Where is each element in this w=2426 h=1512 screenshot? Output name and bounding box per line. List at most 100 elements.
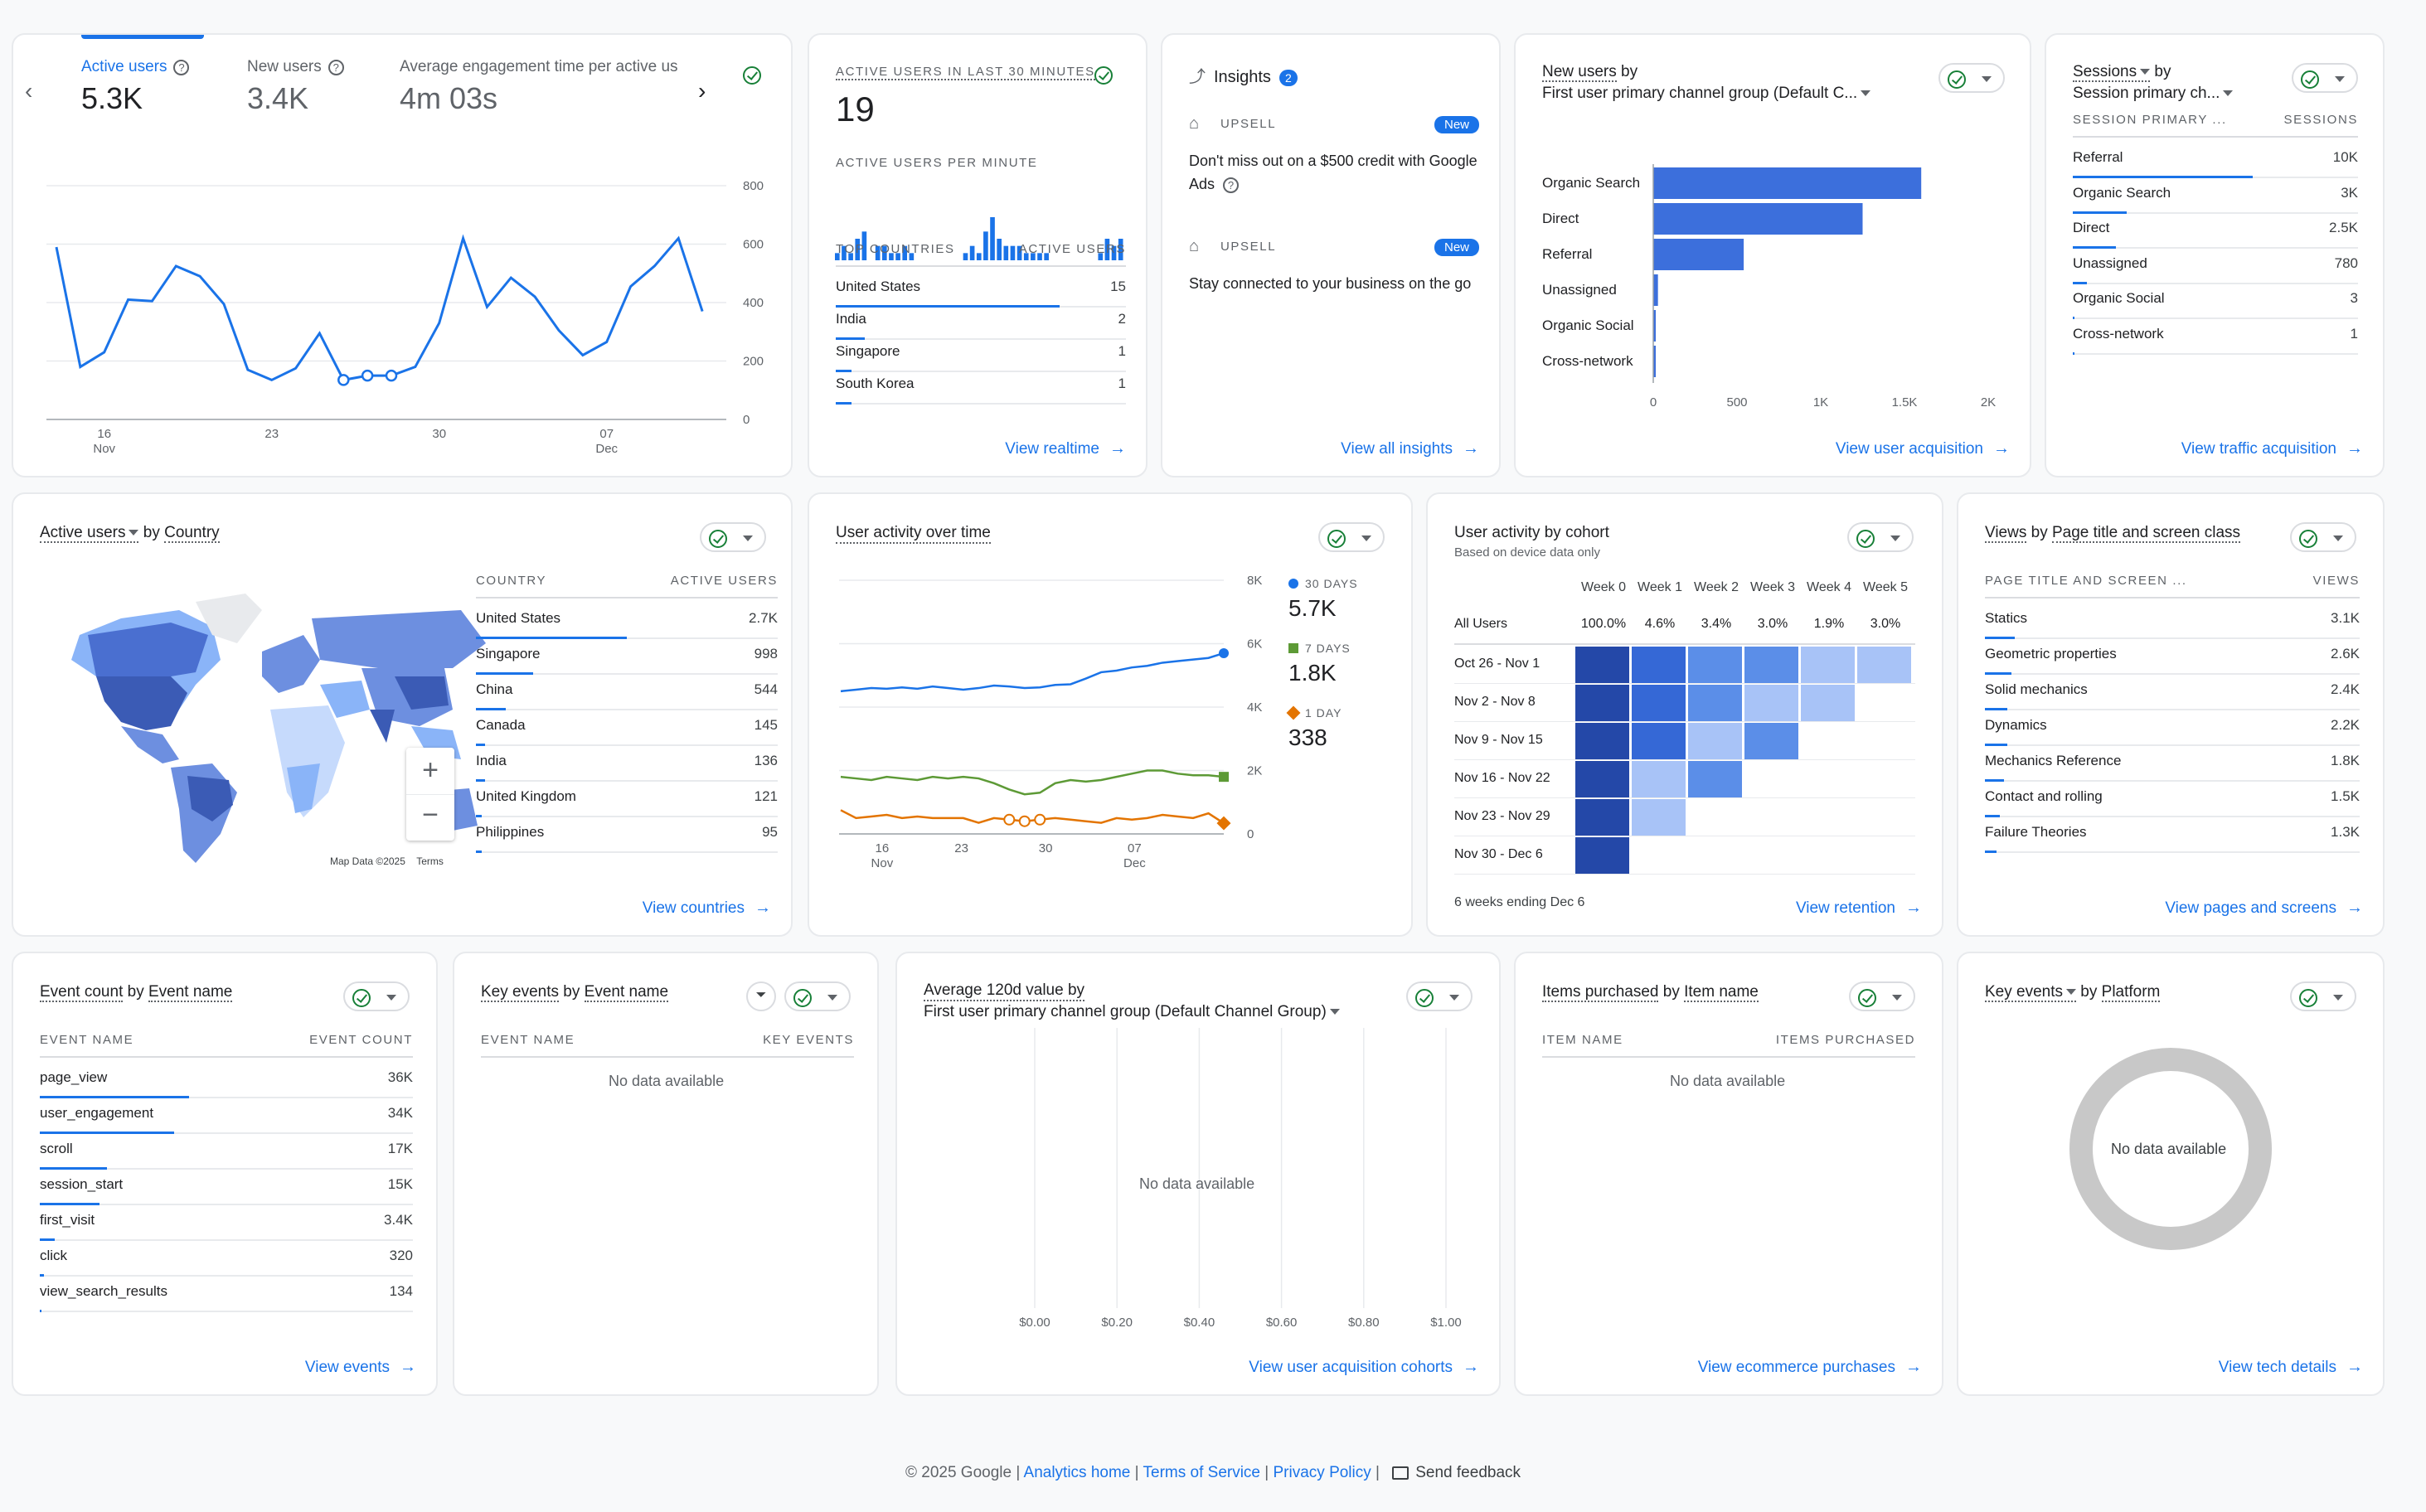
map-terms-link[interactable]: Terms bbox=[416, 855, 444, 867]
avg-value-title[interactable]: Average 120d value by bbox=[924, 981, 1085, 1001]
view-insights-link[interactable]: View all insights → bbox=[1341, 439, 1479, 458]
dimension-selector[interactable]: First user primary channel group (Defaul… bbox=[924, 1003, 1340, 1021]
view-cohorts-link[interactable]: View user acquisition cohorts → bbox=[1249, 1358, 1479, 1377]
check-icon[interactable] bbox=[743, 66, 761, 85]
view-events-link[interactable]: View events → bbox=[305, 1358, 416, 1377]
cohort-cell[interactable] bbox=[1744, 723, 1798, 759]
table-row[interactable]: China 544 bbox=[476, 675, 778, 710]
table-row[interactable]: Statics 3.1K bbox=[1985, 603, 2360, 639]
view-realtime-link[interactable]: View realtime → bbox=[1005, 439, 1126, 458]
table-row[interactable]: Cross-network 1 bbox=[2073, 319, 2358, 355]
check-dropdown[interactable] bbox=[2290, 522, 2356, 552]
dimension-selector[interactable]: Country bbox=[164, 524, 220, 543]
table-row[interactable]: Geometric properties 2.6K bbox=[1985, 639, 2360, 675]
table-row[interactable]: click 320 bbox=[40, 1241, 413, 1277]
table-row[interactable]: session_start 15K bbox=[40, 1170, 413, 1205]
view-tech-details-link[interactable]: View tech details → bbox=[2219, 1358, 2363, 1377]
view-user-acquisition-link[interactable]: View user acquisition → bbox=[1836, 439, 2010, 458]
check-dropdown[interactable] bbox=[2292, 63, 2358, 93]
check-dropdown[interactable] bbox=[2290, 981, 2356, 1011]
activity-title[interactable]: User activity over time bbox=[836, 524, 991, 544]
check-dropdown[interactable] bbox=[784, 981, 851, 1011]
prev-arrow-icon[interactable]: ‹ bbox=[25, 78, 33, 104]
table-row[interactable]: user_engagement 34K bbox=[40, 1098, 413, 1134]
cohort-cell[interactable] bbox=[1632, 723, 1686, 759]
next-arrow-icon[interactable]: › bbox=[698, 78, 706, 104]
table-row[interactable]: India 136 bbox=[476, 746, 778, 782]
table-row[interactable]: Organic Search 3K bbox=[2073, 178, 2358, 214]
view-traffic-acquisition-link[interactable]: View traffic acquisition → bbox=[2181, 439, 2363, 458]
cohort-cell[interactable] bbox=[1688, 723, 1742, 759]
table-row[interactable]: Solid mechanics 2.4K bbox=[1985, 675, 2360, 710]
metric-selector[interactable]: Key events bbox=[481, 983, 559, 1002]
table-row[interactable]: Failure Theories 1.3K bbox=[1985, 817, 2360, 853]
table-row[interactable]: United States 15 bbox=[836, 272, 1126, 308]
dimension-selector[interactable]: Page title and screen class bbox=[2051, 524, 2241, 543]
cohort-cell[interactable] bbox=[1575, 761, 1629, 797]
terms-link[interactable]: Terms of Service bbox=[1143, 1464, 1260, 1481]
analytics-home-link[interactable]: Analytics home bbox=[1023, 1464, 1131, 1481]
dimension-selector[interactable]: Event name bbox=[148, 983, 233, 1002]
table-row[interactable]: view_search_results 134 bbox=[40, 1277, 413, 1312]
cohort-cell[interactable] bbox=[1801, 647, 1855, 683]
table-row[interactable]: United States 2.7K bbox=[476, 603, 778, 639]
zoom-out-button[interactable]: − bbox=[406, 794, 454, 841]
metric-selector[interactable]: Sessions bbox=[2073, 63, 2151, 82]
metric-selector[interactable]: Active users bbox=[40, 524, 139, 543]
table-row[interactable]: India 2 bbox=[836, 304, 1126, 340]
table-row[interactable]: scroll 17K bbox=[40, 1134, 413, 1170]
cohort-cell[interactable] bbox=[1744, 647, 1798, 683]
metric-selector[interactable]: Items purchased bbox=[1542, 983, 1659, 1002]
view-retention-link[interactable]: View retention → bbox=[1796, 899, 1922, 918]
insight-item[interactable]: ⌂ UPSELL New Don't miss out on a $500 cr… bbox=[1189, 114, 1479, 196]
view-ecommerce-link[interactable]: View ecommerce purchases → bbox=[1698, 1358, 1922, 1377]
cohort-cell[interactable] bbox=[1575, 647, 1629, 683]
table-row[interactable]: South Korea 1 bbox=[836, 369, 1126, 405]
table-row[interactable]: Referral 10K bbox=[2073, 143, 2358, 178]
view-countries-link[interactable]: View countries → bbox=[643, 899, 771, 918]
dimension-selector[interactable]: Platform bbox=[2101, 983, 2161, 1002]
check-dropdown[interactable] bbox=[1847, 522, 1914, 552]
cohort-cell[interactable] bbox=[1575, 799, 1629, 836]
help-icon[interactable]: ? bbox=[328, 60, 344, 75]
check-dropdown[interactable] bbox=[1406, 981, 1473, 1011]
cohort-cell[interactable] bbox=[1575, 837, 1629, 874]
table-row[interactable]: Dynamics 2.2K bbox=[1985, 710, 2360, 746]
metric-tab-new-users[interactable]: New users? 3.4K bbox=[247, 58, 344, 116]
view-pages-link[interactable]: View pages and screens → bbox=[2165, 899, 2363, 918]
metric-selector[interactable]: Key events bbox=[1985, 983, 2076, 1002]
check-dropdown[interactable] bbox=[1938, 63, 2005, 93]
table-row[interactable]: Unassigned 780 bbox=[2073, 249, 2358, 284]
metric-selector[interactable]: Event count bbox=[40, 983, 124, 1002]
table-row[interactable]: United Kingdom 121 bbox=[476, 782, 778, 817]
table-row[interactable]: Singapore 998 bbox=[476, 639, 778, 675]
cohort-cell[interactable] bbox=[1575, 723, 1629, 759]
send-feedback-button[interactable]: Send feedback bbox=[1392, 1464, 1521, 1481]
help-icon[interactable]: ? bbox=[173, 60, 190, 75]
check-icon[interactable] bbox=[1094, 66, 1113, 85]
cohort-cell[interactable] bbox=[1801, 685, 1855, 721]
dimension-selector[interactable]: First user primary channel group (Defaul… bbox=[1542, 85, 1871, 103]
cohort-cell[interactable] bbox=[1632, 647, 1686, 683]
filter-icon[interactable]: ⏷ bbox=[746, 981, 776, 1011]
table-row[interactable]: Direct 2.5K bbox=[2073, 213, 2358, 249]
check-dropdown[interactable] bbox=[1849, 981, 1915, 1011]
table-row[interactable]: page_view 36K bbox=[40, 1063, 413, 1098]
cohort-cell[interactable] bbox=[1857, 647, 1911, 683]
table-row[interactable]: Contact and rolling 1.5K bbox=[1985, 782, 2360, 817]
metric-selector[interactable]: New users bbox=[1542, 63, 1617, 82]
table-row[interactable]: Mechanics Reference 1.8K bbox=[1985, 746, 2360, 782]
metric-selector[interactable]: Views bbox=[1985, 524, 2027, 543]
check-dropdown[interactable] bbox=[700, 522, 766, 552]
table-row[interactable]: Canada 145 bbox=[476, 710, 778, 746]
cohort-cell[interactable] bbox=[1744, 685, 1798, 721]
table-row[interactable]: Philippines 95 bbox=[476, 817, 778, 853]
cohort-cell[interactable] bbox=[1688, 761, 1742, 797]
table-row[interactable]: Organic Social 3 bbox=[2073, 284, 2358, 319]
dimension-selector[interactable]: Event name bbox=[584, 983, 669, 1002]
cohort-cell[interactable] bbox=[1688, 647, 1742, 683]
insight-item[interactable]: ⌂ UPSELL New Stay connected to your busi… bbox=[1189, 237, 1479, 295]
realtime-title[interactable]: ACTIVE USERS IN LAST 30 MINUTES bbox=[836, 65, 1095, 80]
privacy-link[interactable]: Privacy Policy bbox=[1273, 1464, 1371, 1481]
cohort-cell[interactable] bbox=[1632, 799, 1686, 836]
